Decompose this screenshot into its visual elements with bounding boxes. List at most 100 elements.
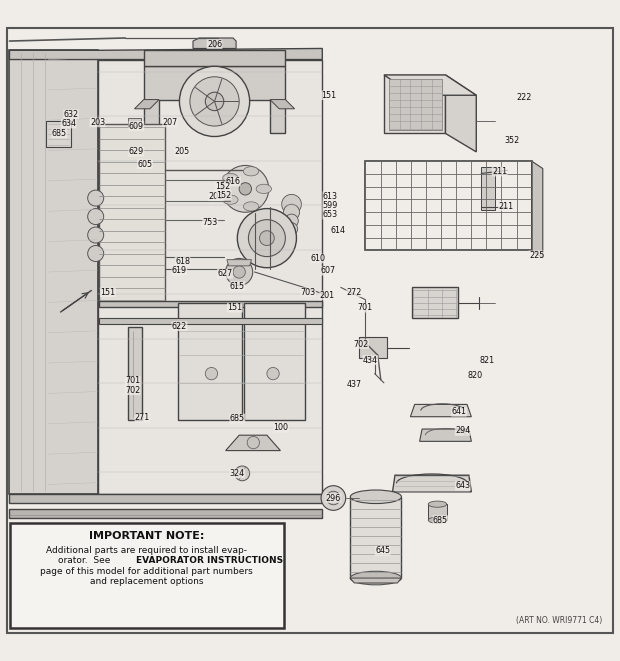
Ellipse shape xyxy=(223,173,238,182)
Text: 615: 615 xyxy=(230,282,245,291)
Polygon shape xyxy=(420,429,471,442)
Text: 151: 151 xyxy=(100,288,115,297)
Polygon shape xyxy=(9,509,322,518)
Text: 205: 205 xyxy=(174,147,190,157)
Ellipse shape xyxy=(350,490,402,504)
Text: 702: 702 xyxy=(125,386,140,395)
Circle shape xyxy=(190,77,239,126)
Circle shape xyxy=(226,258,253,286)
Polygon shape xyxy=(9,50,97,494)
Polygon shape xyxy=(410,405,471,416)
Circle shape xyxy=(205,92,224,110)
Circle shape xyxy=(283,204,299,220)
Circle shape xyxy=(281,194,301,214)
Text: 645: 645 xyxy=(375,547,390,555)
Text: 685: 685 xyxy=(52,129,67,138)
Circle shape xyxy=(222,165,268,212)
Polygon shape xyxy=(392,475,471,492)
Text: EVAPORATOR INSTRUCTIONS: EVAPORATOR INSTRUCTIONS xyxy=(136,556,283,564)
Polygon shape xyxy=(177,303,242,420)
Circle shape xyxy=(285,223,298,235)
Text: 151: 151 xyxy=(228,303,242,312)
Text: 205: 205 xyxy=(209,192,224,201)
Text: 324: 324 xyxy=(230,469,245,478)
FancyBboxPatch shape xyxy=(10,524,284,628)
Polygon shape xyxy=(128,118,141,126)
Text: 634: 634 xyxy=(61,119,76,128)
Text: 152: 152 xyxy=(215,182,230,191)
Polygon shape xyxy=(227,260,252,266)
Text: 702: 702 xyxy=(353,340,369,348)
Polygon shape xyxy=(128,327,143,420)
Text: 627: 627 xyxy=(218,269,232,278)
Text: and replacement options: and replacement options xyxy=(90,577,203,586)
Ellipse shape xyxy=(428,517,447,524)
Text: IMPORTANT NOTE:: IMPORTANT NOTE: xyxy=(89,531,205,541)
Polygon shape xyxy=(428,504,447,520)
Text: 643: 643 xyxy=(455,481,470,490)
Text: 614: 614 xyxy=(330,226,345,235)
Text: 653: 653 xyxy=(323,210,338,219)
Text: 203: 203 xyxy=(90,118,105,127)
Text: 211: 211 xyxy=(492,167,507,176)
Polygon shape xyxy=(532,161,542,258)
Polygon shape xyxy=(226,435,280,451)
Text: 272: 272 xyxy=(347,288,362,297)
Circle shape xyxy=(285,214,298,227)
Text: 701: 701 xyxy=(358,303,373,312)
Circle shape xyxy=(247,436,260,449)
Polygon shape xyxy=(144,65,285,134)
Text: 151: 151 xyxy=(321,91,336,100)
Text: 296: 296 xyxy=(326,494,341,502)
Circle shape xyxy=(267,368,279,380)
Polygon shape xyxy=(350,497,401,578)
Ellipse shape xyxy=(350,571,402,585)
Text: 613: 613 xyxy=(323,192,338,201)
Polygon shape xyxy=(99,124,166,303)
Circle shape xyxy=(327,491,340,505)
Text: 701: 701 xyxy=(125,377,140,385)
Text: 610: 610 xyxy=(311,254,326,263)
Text: 207: 207 xyxy=(162,118,178,127)
Circle shape xyxy=(87,227,104,243)
Text: 271: 271 xyxy=(135,413,150,422)
Text: 352: 352 xyxy=(504,136,520,145)
Polygon shape xyxy=(384,75,476,95)
Text: 618: 618 xyxy=(175,257,190,266)
Text: 641: 641 xyxy=(451,407,466,416)
Circle shape xyxy=(87,245,104,262)
Polygon shape xyxy=(350,578,401,583)
Text: 607: 607 xyxy=(321,266,336,275)
Text: 100: 100 xyxy=(273,423,288,432)
Polygon shape xyxy=(99,318,322,325)
Polygon shape xyxy=(135,100,159,109)
Text: 753: 753 xyxy=(203,218,218,227)
Ellipse shape xyxy=(223,195,238,204)
Text: 211: 211 xyxy=(498,202,513,211)
Circle shape xyxy=(321,486,346,510)
Text: 821: 821 xyxy=(480,356,495,365)
Text: 629: 629 xyxy=(129,147,144,157)
Polygon shape xyxy=(144,50,285,65)
Text: 632: 632 xyxy=(63,110,79,119)
Polygon shape xyxy=(412,288,458,318)
Circle shape xyxy=(205,368,218,380)
Circle shape xyxy=(179,66,250,137)
Ellipse shape xyxy=(243,202,259,211)
Text: 703: 703 xyxy=(301,288,316,297)
Circle shape xyxy=(235,466,250,481)
Polygon shape xyxy=(99,301,322,307)
Circle shape xyxy=(233,266,246,278)
Text: 225: 225 xyxy=(529,251,544,260)
Text: 685: 685 xyxy=(230,414,245,423)
Text: 616: 616 xyxy=(226,177,241,186)
Polygon shape xyxy=(9,48,322,59)
Polygon shape xyxy=(359,336,387,358)
Polygon shape xyxy=(446,75,476,152)
Text: 685: 685 xyxy=(433,516,448,525)
Text: 609: 609 xyxy=(129,122,144,130)
Text: 206: 206 xyxy=(207,40,222,49)
Text: 820: 820 xyxy=(467,371,482,380)
Circle shape xyxy=(249,219,285,256)
Text: 619: 619 xyxy=(172,266,187,275)
